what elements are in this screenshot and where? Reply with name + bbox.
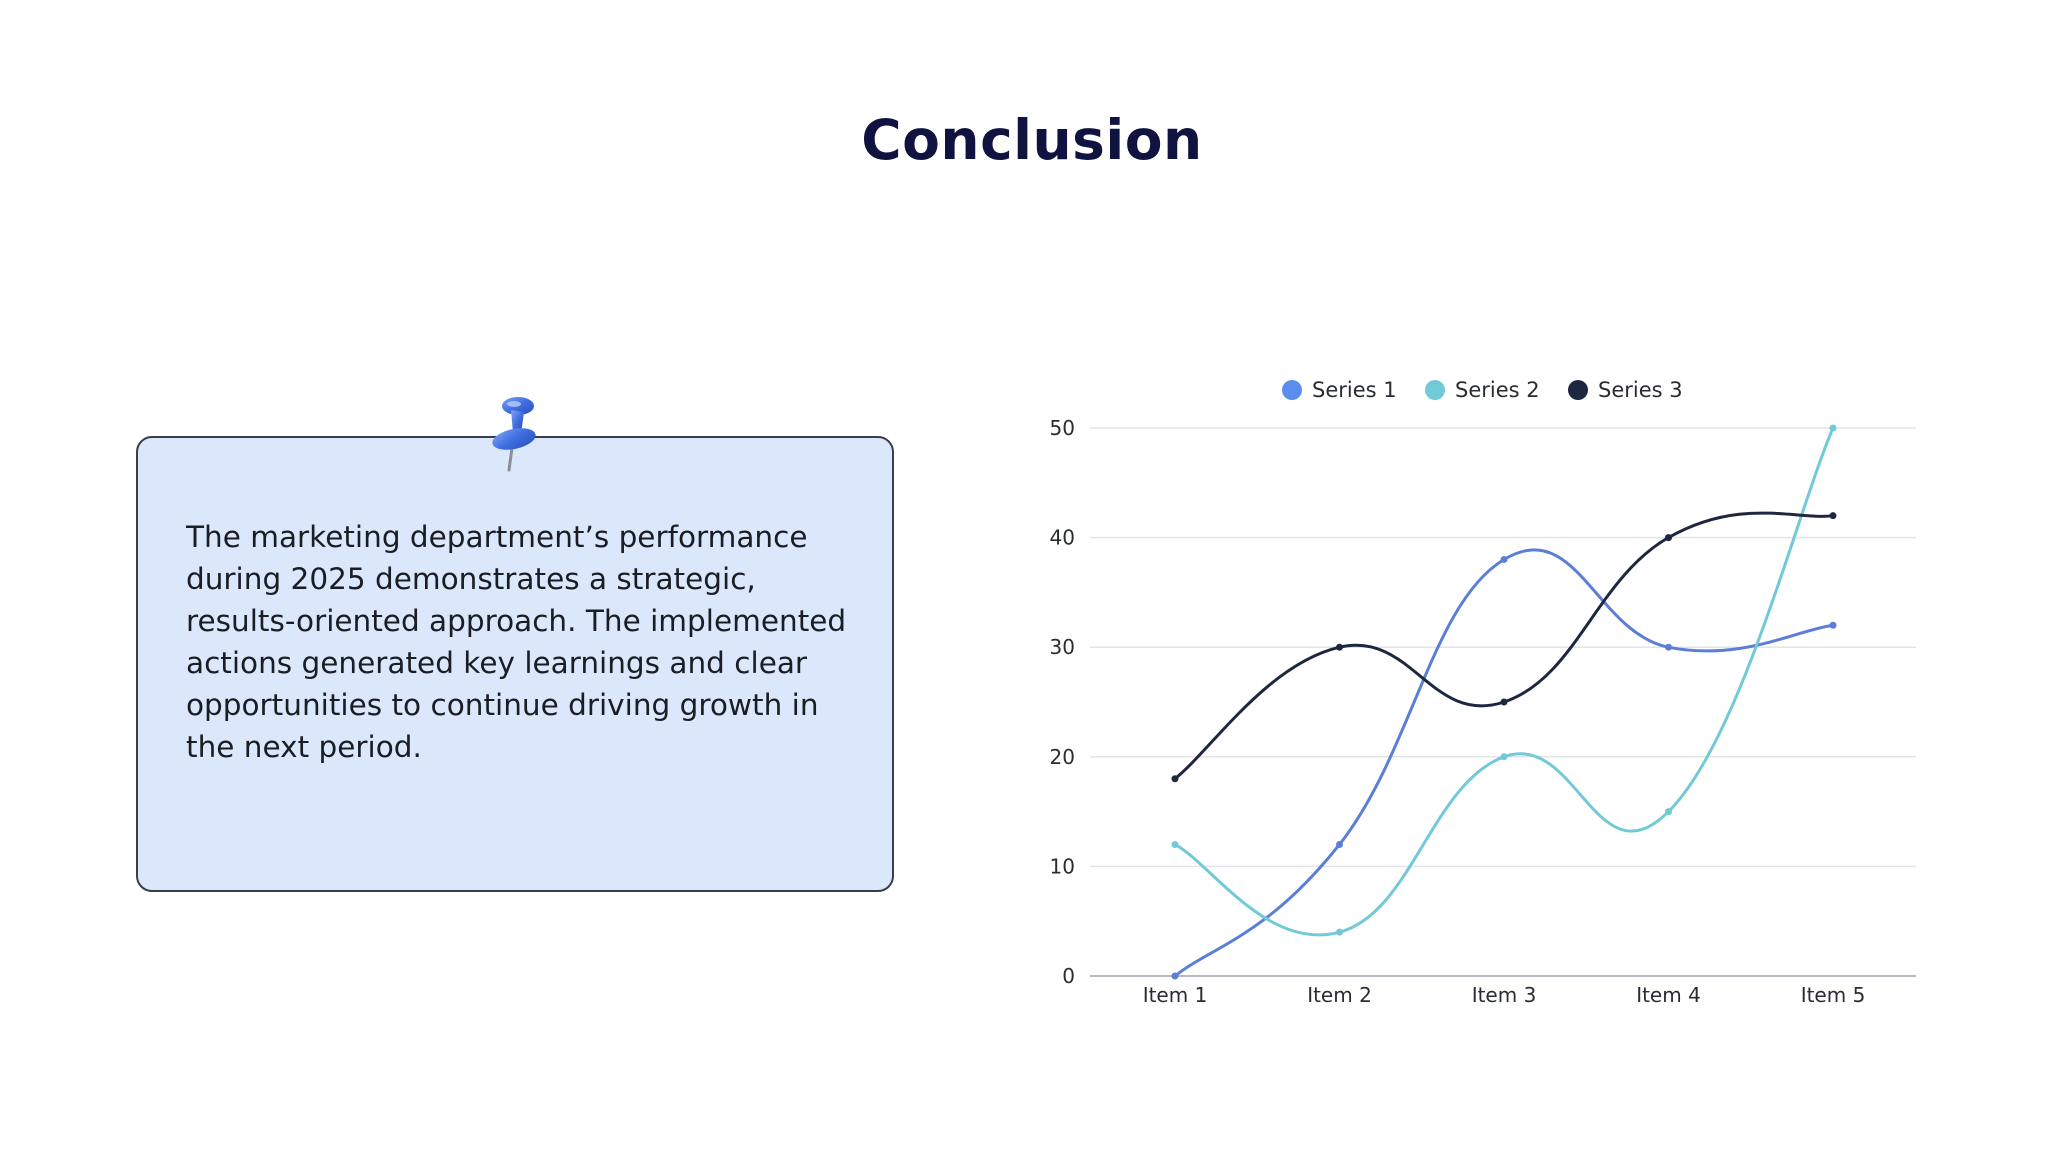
data-point <box>1829 424 1837 432</box>
data-point <box>1171 840 1179 848</box>
series-line-2 <box>1173 426 1835 937</box>
legend-label: Series 1 <box>1312 378 1397 402</box>
y-tick-label: 10 <box>1050 854 1075 878</box>
data-point <box>1171 775 1179 783</box>
legend-marker <box>1282 380 1302 400</box>
data-point <box>1336 928 1343 936</box>
legend-label: Series 2 <box>1455 378 1540 402</box>
y-tick-label: 30 <box>1050 635 1075 659</box>
x-tick-label: Item 2 <box>1307 983 1372 1007</box>
conclusion-text: The marketing department’s performance d… <box>186 520 847 764</box>
y-tick-label: 50 <box>1050 416 1075 440</box>
line-chart: 0 10 20 30 40 50 Item 1 Item 2 Item 3 Item 4 Item … <box>1030 360 1960 1020</box>
data-point <box>1665 808 1672 816</box>
note-card: The marketing department’s performance d… <box>136 436 894 892</box>
data-point <box>1500 753 1508 761</box>
data-point <box>1500 556 1508 564</box>
data-point <box>1829 621 1837 629</box>
series-line-1 <box>1173 548 1835 978</box>
data-point <box>1336 840 1343 848</box>
x-tick-label: Item 4 <box>1636 983 1701 1007</box>
y-tick-label: 40 <box>1050 526 1075 550</box>
y-tick-label: 0 <box>1062 964 1075 988</box>
slide-title: Conclusion <box>861 108 1203 172</box>
x-tick-label: Item 5 <box>1801 983 1866 1007</box>
data-point <box>1336 643 1343 651</box>
series-line-3 <box>1173 511 1835 781</box>
data-point <box>1171 972 1179 980</box>
chart-svg: 0 10 20 30 40 50 Item 1 Item 2 Item 3 Item 4 Item … <box>1050 378 1916 1007</box>
data-point <box>1500 698 1508 706</box>
data-point <box>1665 534 1672 542</box>
legend-marker <box>1425 380 1445 400</box>
data-point <box>1665 643 1672 651</box>
x-tick-label: Item 3 <box>1472 983 1537 1007</box>
legend-label: Series 3 <box>1598 378 1683 402</box>
legend-marker <box>1568 380 1588 400</box>
y-tick-label: 20 <box>1050 745 1075 769</box>
x-tick-label: Item 1 <box>1143 983 1208 1007</box>
data-point <box>1829 512 1837 520</box>
pushpin-icon <box>492 397 536 472</box>
